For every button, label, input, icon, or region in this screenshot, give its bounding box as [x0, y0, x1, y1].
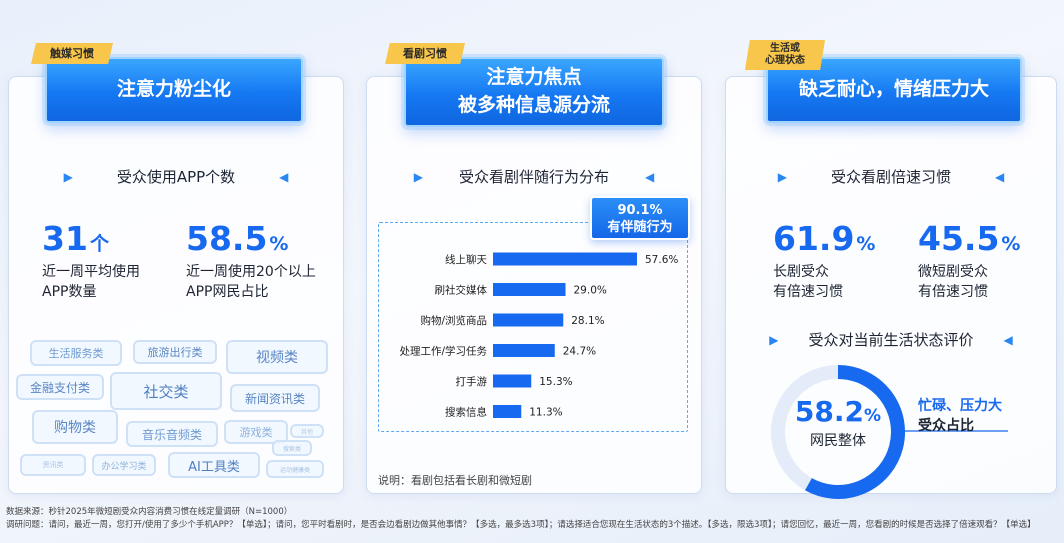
bar	[493, 313, 564, 327]
cloud-video: 视频类	[226, 340, 328, 374]
cloud-news: 新闻资讯类	[230, 384, 320, 412]
bar	[493, 283, 566, 296]
life-state-donut	[771, 365, 905, 499]
bar	[493, 252, 637, 266]
arrow-left-icon: ◀	[645, 169, 655, 184]
hero-title-2b: 被多种信息源分流	[457, 94, 610, 116]
bar-value-label: 57.6%	[645, 254, 678, 266]
cloud-office: 办公学习类	[92, 454, 156, 476]
stat-short-drama-desc: 微短剧受众 有倍速习惯	[918, 264, 988, 300]
bar-value-label: 28.1%	[571, 315, 604, 327]
arrow-left-icon: ◀	[279, 169, 289, 184]
cloud-music: 音乐音频类	[126, 421, 218, 447]
chart-note: 说明：看剧包括看长剧和微短剧	[378, 474, 532, 487]
bar-value-label: 15.3%	[539, 376, 572, 388]
chart-frame: 线上聊天 57.6% 刷社交媒体 29.0% 购物/浏览商品 28.1% 处理工作/学习任务…	[378, 222, 688, 449]
hero-banner-1: 注意力粉尘化	[45, 57, 303, 123]
tag-2: 看剧习惯	[385, 43, 465, 65]
section-title-speed: ▶ 受众看剧倍速习惯 ◀	[777, 168, 1005, 186]
bar-category-label: 刷社交媒体	[435, 284, 488, 297]
arrow-right-icon: ▶	[769, 332, 779, 347]
bar-category-label: 购物/浏览商品	[420, 314, 487, 327]
arrow-right-icon: ▶	[777, 169, 787, 184]
tag-1: 触媒习惯	[31, 43, 113, 65]
donut-value: 58.2%	[794, 395, 882, 428]
hero-title-1: 注意力粉尘化	[116, 78, 231, 101]
cloud-finance: 金融支付类	[16, 374, 104, 400]
bar-category-label: 线上聊天	[445, 253, 487, 266]
bar-value-label: 11.3%	[529, 407, 562, 419]
cloud-social: 社交类	[110, 372, 222, 410]
arrow-left-icon: ◀	[1003, 332, 1013, 347]
bar-category-label: 打手游	[456, 375, 488, 388]
bar-value-label: 29.0%	[574, 285, 607, 297]
cloud-other: 其他	[290, 424, 324, 438]
hero-banner-2: 注意力焦点 被多种信息源分流	[404, 57, 664, 127]
donut-center: 58.2% 网民整体	[768, 398, 908, 450]
footer-source: 数据来源：秒针2025年微短剧受众内容消费习惯在线定量调研（N=1000）	[6, 507, 293, 517]
stat-short-drama-speed: 45.5%	[918, 219, 1021, 258]
stat-long-drama-desc: 长剧受众 有倍速习惯	[773, 264, 843, 300]
bar-category-label: 搜索信息	[445, 406, 487, 419]
stat-20plus-apps-desc: 近一周使用20个以上 APP网民占比	[186, 264, 316, 300]
stat-20plus-apps: 58.5%	[186, 219, 289, 258]
cloud-search: 搜索类	[272, 440, 312, 456]
bar-category-label: 处理工作/学习任务	[399, 345, 487, 358]
section-title-life-state: ▶ 受众对当前生活状态评价 ◀	[769, 331, 1013, 349]
cloud-travel: 旅游出行类	[133, 340, 217, 364]
cloud-ai-tools: AI工具类	[168, 452, 260, 478]
footer-notes: 数据来源：秒针2025年微短剧受众内容消费习惯在线定量调研（N=1000） 调研…	[6, 506, 1036, 532]
arrow-left-icon: ◀	[995, 169, 1005, 184]
arrow-right-icon: ▶	[413, 169, 423, 184]
arrow-right-icon: ▶	[63, 169, 73, 184]
companion-bar-chart: 线上聊天 57.6% 刷社交媒体 29.0% 购物/浏览商品 28.1% 处理工作/学习任务…	[399, 252, 678, 449]
section-title-app-count: ▶ 受众使用APP个数 ◀	[63, 168, 289, 186]
section-title-companion: ▶ 受众看剧伴随行为分布 ◀	[413, 168, 655, 186]
cloud-info: 资讯类	[20, 454, 86, 476]
stat-avg-apps-desc: 近一周平均使用 APP数量	[42, 264, 140, 300]
footer-questions: 调研问题：请问，最近一周，您打开/使用了多少个手机APP？【单选】；请问，您平时…	[6, 520, 1036, 531]
hero-title-3: 缺乏耐心，情绪压力大	[798, 78, 989, 101]
callout-companion-total: 90.1% 有伴随行为	[590, 196, 690, 240]
tag-3: 生活或 心理状态	[745, 40, 825, 70]
bar-value-label: 24.7%	[563, 346, 596, 358]
stat-avg-apps: 31 个	[42, 219, 109, 258]
cloud-sports: 运动健康类	[266, 460, 324, 478]
cloud-life-services: 生活服务类	[30, 340, 122, 366]
hero-title-2a: 注意力焦点	[486, 66, 582, 89]
donut-label: 忙碌、压力大 受众占比	[918, 398, 1002, 434]
donut-arc	[804, 365, 905, 499]
donut-sub: 网民整体	[810, 433, 866, 449]
donut-leader-line	[902, 430, 1008, 432]
bar	[493, 344, 555, 357]
bar	[493, 405, 522, 418]
bar	[493, 374, 532, 388]
stat-long-drama-speed: 61.9%	[773, 219, 876, 258]
cloud-shopping: 购物类	[32, 410, 118, 444]
cloud-games: 游戏类	[224, 420, 288, 444]
